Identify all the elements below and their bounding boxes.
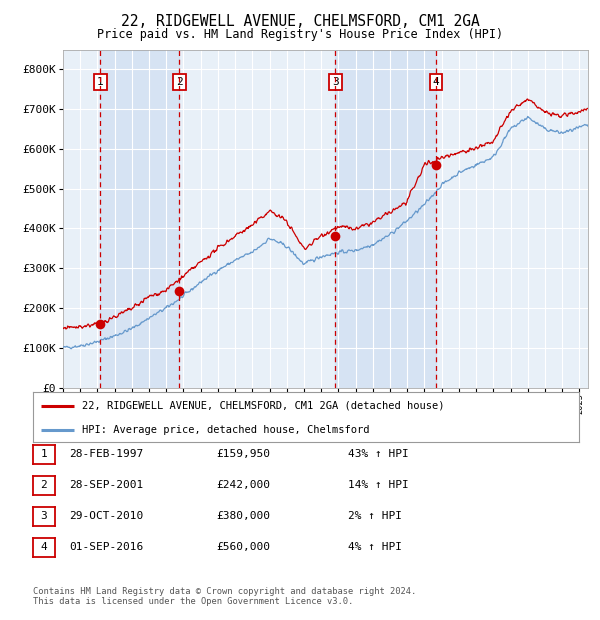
Text: HPI: Average price, detached house, Chelmsford: HPI: Average price, detached house, Chel… xyxy=(82,425,370,435)
Text: 22, RIDGEWELL AVENUE, CHELMSFORD, CM1 2GA: 22, RIDGEWELL AVENUE, CHELMSFORD, CM1 2G… xyxy=(121,14,479,29)
Text: 28-FEB-1997: 28-FEB-1997 xyxy=(69,449,143,459)
Text: 1: 1 xyxy=(40,450,47,459)
Text: 4: 4 xyxy=(433,77,439,87)
Text: 29-OCT-2010: 29-OCT-2010 xyxy=(69,511,143,521)
Text: 28-SEP-2001: 28-SEP-2001 xyxy=(69,480,143,490)
Text: 3: 3 xyxy=(40,512,47,521)
Text: 4: 4 xyxy=(40,542,47,552)
Text: 2: 2 xyxy=(176,77,182,87)
Text: 2% ↑ HPI: 2% ↑ HPI xyxy=(348,511,402,521)
Text: £560,000: £560,000 xyxy=(216,542,270,552)
Text: 22, RIDGEWELL AVENUE, CHELMSFORD, CM1 2GA (detached house): 22, RIDGEWELL AVENUE, CHELMSFORD, CM1 2G… xyxy=(82,401,445,411)
Text: £159,950: £159,950 xyxy=(216,449,270,459)
Text: £242,000: £242,000 xyxy=(216,480,270,490)
Text: £380,000: £380,000 xyxy=(216,511,270,521)
Bar xyxy=(335,50,436,388)
Text: 2: 2 xyxy=(40,480,47,490)
Text: 1: 1 xyxy=(97,77,104,87)
Text: 3: 3 xyxy=(332,77,339,87)
Text: 14% ↑ HPI: 14% ↑ HPI xyxy=(348,480,409,490)
Text: 01-SEP-2016: 01-SEP-2016 xyxy=(69,542,143,552)
Text: Price paid vs. HM Land Registry's House Price Index (HPI): Price paid vs. HM Land Registry's House … xyxy=(97,28,503,41)
Text: Contains HM Land Registry data © Crown copyright and database right 2024.
This d: Contains HM Land Registry data © Crown c… xyxy=(33,587,416,606)
Bar xyxy=(100,50,179,388)
Text: 43% ↑ HPI: 43% ↑ HPI xyxy=(348,449,409,459)
Text: 4% ↑ HPI: 4% ↑ HPI xyxy=(348,542,402,552)
